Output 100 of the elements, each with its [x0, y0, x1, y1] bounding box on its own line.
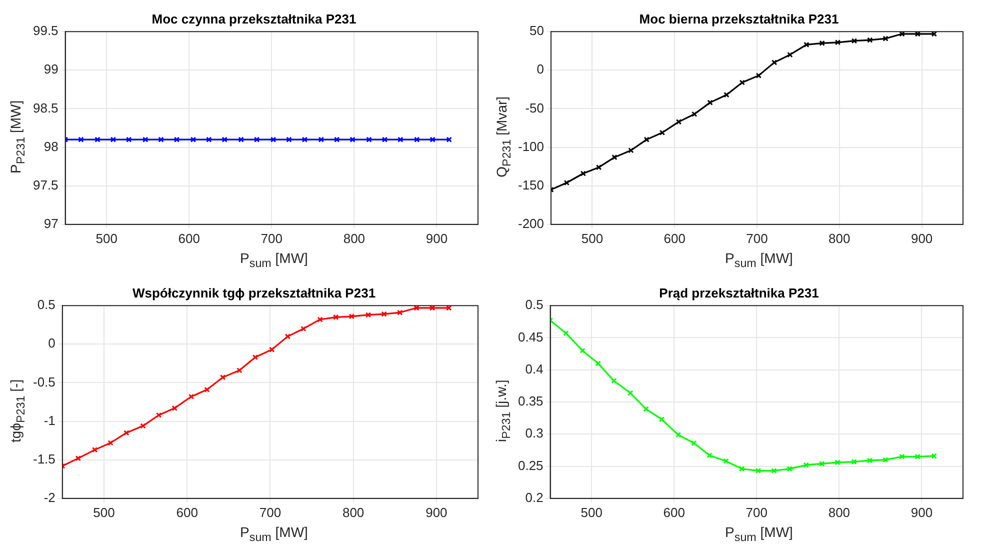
y-tick-label: 97.5	[32, 177, 58, 192]
point	[92, 446, 98, 453]
point	[834, 40, 841, 46]
point	[899, 454, 905, 460]
y-tick-label: 0	[536, 62, 544, 77]
y-tick-label: 0.45	[518, 329, 544, 344]
point	[867, 37, 873, 43]
point	[396, 310, 403, 316]
point	[755, 468, 762, 474]
point	[882, 36, 888, 42]
point	[723, 458, 729, 464]
point	[348, 314, 355, 320]
y-tick-label: 0.2	[525, 490, 544, 505]
point	[365, 312, 372, 318]
point	[851, 38, 858, 44]
point	[787, 52, 793, 58]
point	[414, 306, 420, 311]
x-tick-label: 700	[260, 230, 282, 246]
point	[691, 440, 697, 446]
x-tick-label: 900	[910, 504, 933, 520]
x-tick-label: 600	[176, 504, 198, 520]
point	[580, 170, 586, 176]
y-tick-label: 0.35	[518, 394, 544, 409]
point	[610, 378, 617, 384]
x-tick-label: 500	[96, 230, 118, 246]
x-tick-label: 700	[746, 230, 768, 246]
point	[429, 306, 436, 311]
point	[675, 432, 682, 438]
y-tick-label: 0.25	[518, 458, 544, 473]
point	[771, 468, 777, 474]
x-tick-label: 500	[93, 504, 115, 520]
x-axis-title: P$_{sum}$ [MW]	[239, 250, 309, 272]
point	[596, 164, 602, 170]
point	[252, 354, 258, 360]
point	[851, 458, 857, 465]
point	[756, 72, 762, 78]
x-axis-title: P$_{sum}$ [MW]	[724, 524, 794, 546]
y-tick-label: -150	[518, 177, 544, 192]
point	[724, 92, 730, 98]
y-tick-label: -1	[44, 412, 56, 428]
y-tick-label: -0.5	[32, 374, 56, 390]
x-tick-label: 600	[663, 504, 685, 520]
x-tick-label: 900	[426, 230, 448, 246]
point	[317, 316, 323, 322]
point	[676, 118, 682, 125]
x-tick-label: 800	[343, 230, 366, 246]
point	[563, 330, 569, 336]
x-tick-label: 800	[828, 230, 850, 246]
point	[738, 466, 745, 472]
point	[108, 440, 114, 446]
y-tick-label: 0.3	[525, 426, 544, 441]
point	[564, 180, 570, 186]
y-tick-label: -1.5	[32, 451, 56, 466]
x-tick-label: 900	[910, 230, 933, 246]
chart-title: Prąd przekształtnika P231	[659, 285, 819, 300]
x-tick-label: 500	[580, 504, 602, 520]
point	[643, 406, 649, 412]
point	[140, 423, 146, 429]
point	[580, 348, 586, 354]
point	[706, 452, 712, 458]
x-axis-title: P$_{sum}$ [MW]	[724, 250, 794, 272]
point	[284, 334, 291, 340]
point	[595, 360, 602, 366]
point	[804, 42, 810, 48]
point	[707, 100, 713, 106]
x-tick-label: 500	[581, 230, 604, 246]
point	[818, 460, 825, 467]
point	[914, 454, 920, 460]
point	[658, 416, 665, 422]
x-tick-label: 600	[664, 230, 686, 246]
point	[204, 386, 210, 393]
x-tick-label: 800	[342, 504, 364, 520]
chart-title: Współczynnik tgϕ przekształtnika P231	[132, 285, 376, 300]
point	[172, 405, 178, 412]
y-tick-label: -100	[518, 138, 544, 154]
y-tick-label: 0	[48, 336, 56, 351]
y-tick-label: 99.5	[32, 23, 58, 38]
y-tick-label: 0.5	[525, 297, 544, 312]
y-tick-label: 0.5	[37, 297, 56, 312]
x-tick-label: 600	[178, 230, 200, 246]
point	[220, 374, 226, 380]
point	[659, 130, 666, 136]
x-tick-label: 700	[259, 504, 282, 520]
point	[866, 458, 873, 464]
point	[628, 147, 634, 154]
y-tick-label: 98.5	[32, 100, 58, 116]
point	[644, 136, 650, 142]
point	[188, 394, 194, 400]
point	[803, 462, 810, 468]
x-tick-label: 800	[828, 504, 850, 520]
point	[268, 346, 275, 352]
point	[236, 368, 242, 374]
y-tick-label: 98	[44, 138, 58, 154]
point	[156, 412, 162, 418]
point	[771, 60, 778, 66]
point	[786, 466, 793, 472]
point	[882, 456, 888, 463]
x-tick-label: 700	[746, 504, 768, 520]
point	[612, 154, 618, 160]
x-axis-title: P$_{sum}$ [MW]	[239, 524, 309, 546]
